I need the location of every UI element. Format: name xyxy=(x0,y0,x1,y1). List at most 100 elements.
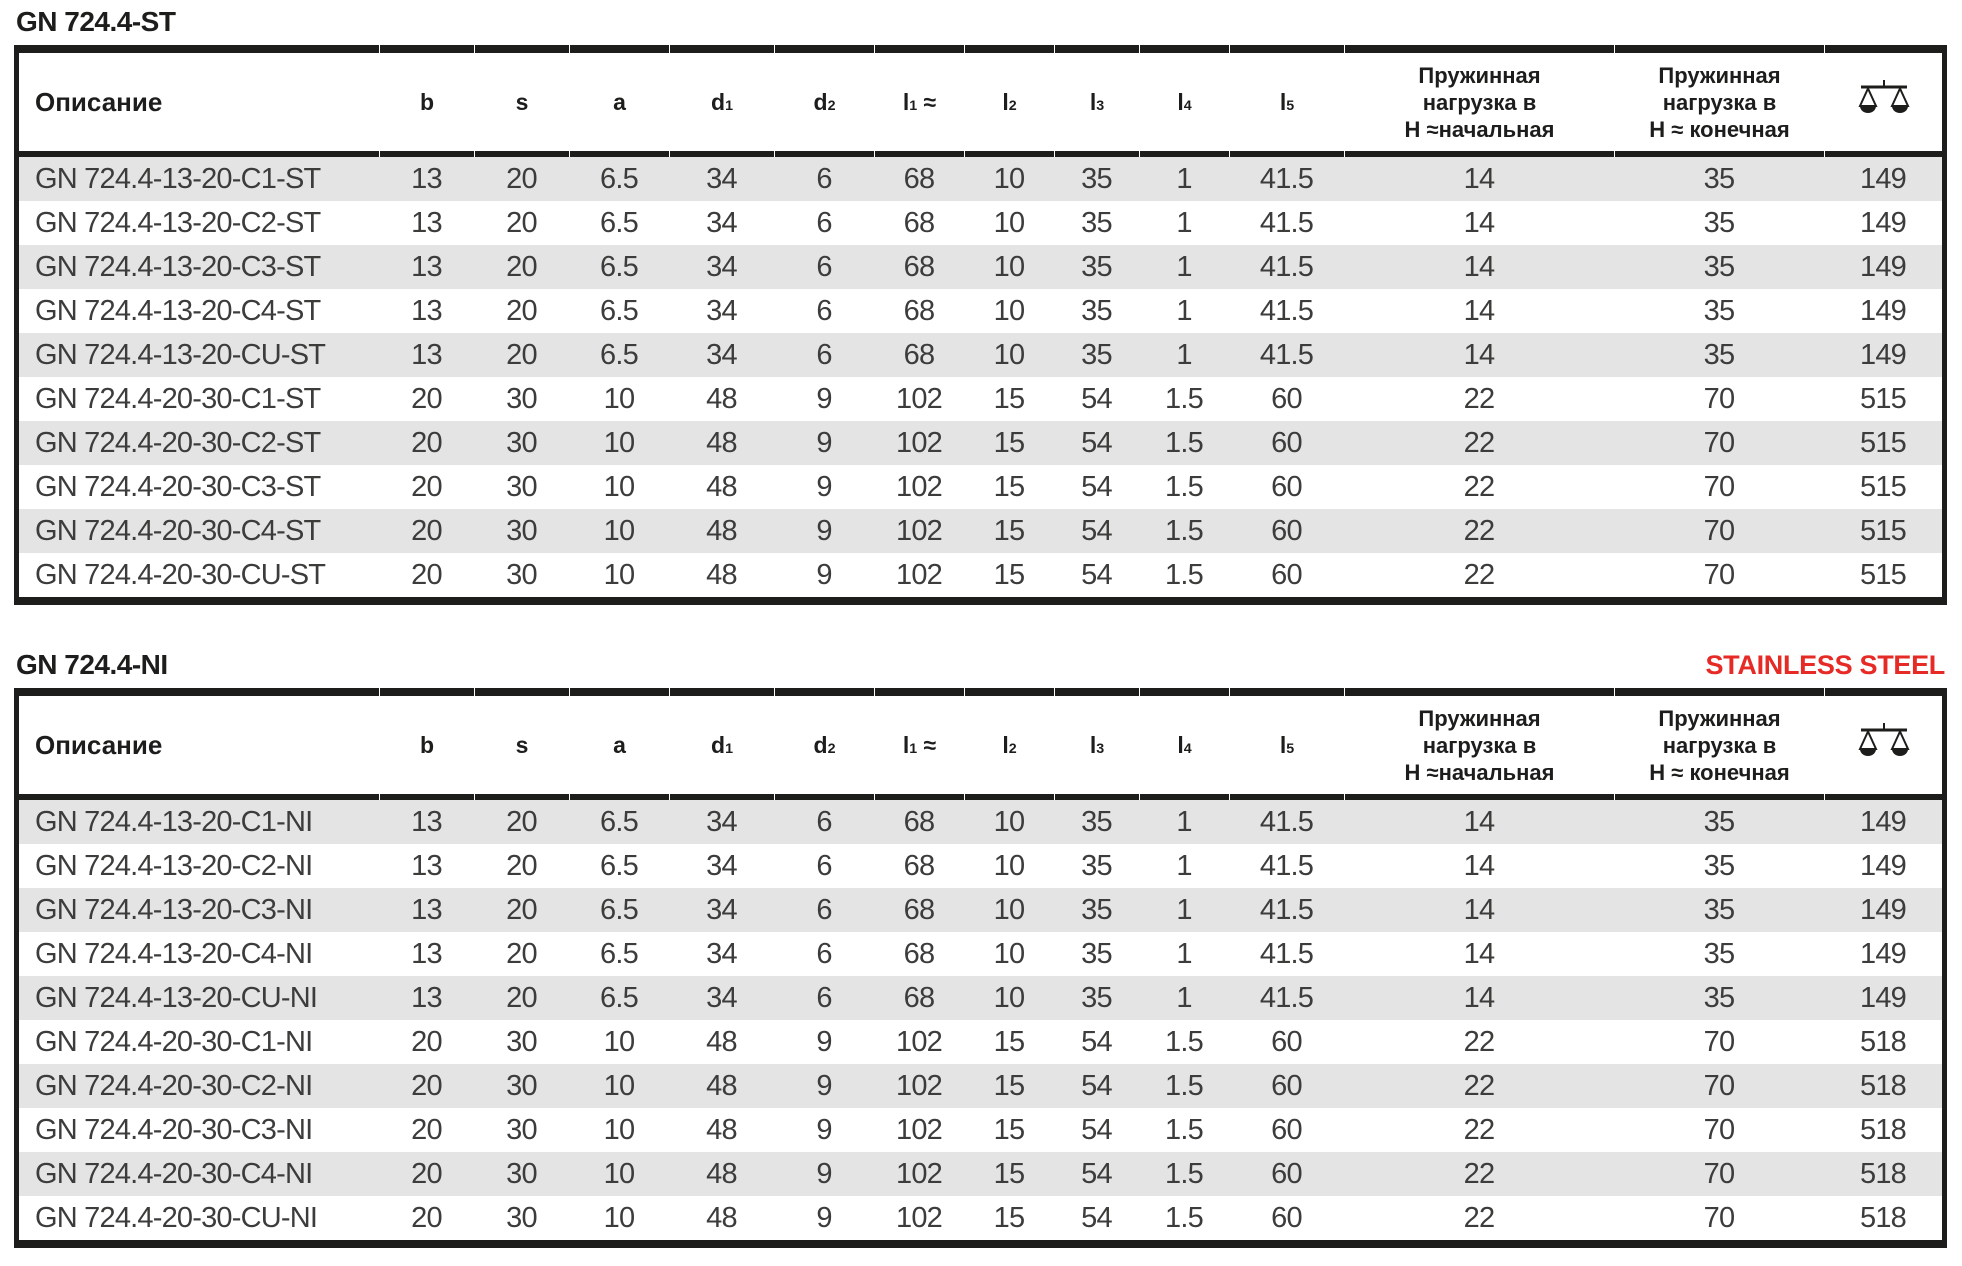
part-number: GN 724.4-13-20-C2-NI xyxy=(19,844,379,888)
value-cell: 1.5 xyxy=(1139,553,1229,605)
value-cell: 34 xyxy=(669,157,774,201)
value-cell: 68 xyxy=(874,932,964,976)
page-title-st: GN 724.4-ST xyxy=(16,6,176,37)
value-cell: 13 xyxy=(379,800,474,844)
value-cell: 30 xyxy=(474,1196,569,1248)
table-row: GN 724.4-20-30-C1-ST 20 30 10 48 9 102 15 54 1.5 6… xyxy=(19,377,1942,421)
value-cell: 518 xyxy=(1824,1152,1942,1196)
value-cell: 70 xyxy=(1614,465,1824,509)
spec-table-ni: Описание b s a d1 d2 l1 ≈ l2 l3 l4 l5 Пружинная нагр… xyxy=(14,688,1947,1248)
value-cell: 9 xyxy=(774,377,874,421)
table-row: GN 724.4-13-20-C3-NI 13 20 6.5 34 6 68 10 35 1 41.… xyxy=(19,888,1942,932)
value-cell: 149 xyxy=(1824,333,1942,377)
value-cell: 1.5 xyxy=(1139,377,1229,421)
value-cell: 15 xyxy=(964,1064,1054,1108)
value-cell: 41.5 xyxy=(1229,245,1344,289)
value-cell: 1.5 xyxy=(1139,465,1229,509)
value-cell: 20 xyxy=(474,888,569,932)
value-cell: 34 xyxy=(669,844,774,888)
col-header-d2: d2 xyxy=(774,688,874,800)
title-row-ni: GN 724.4-NI STAINLESS STEEL xyxy=(16,649,1945,681)
col-header-b: b xyxy=(379,45,474,157)
col-header-l5: l5 xyxy=(1229,45,1344,157)
value-cell: 41.5 xyxy=(1229,157,1344,201)
col-header-l2: l2 xyxy=(964,45,1054,157)
value-cell: 102 xyxy=(874,421,964,465)
part-number: GN 724.4-20-30-C3-ST xyxy=(19,465,379,509)
value-cell: 14 xyxy=(1344,800,1614,844)
value-cell: 20 xyxy=(379,465,474,509)
value-cell: 60 xyxy=(1229,509,1344,553)
table-row: GN 724.4-13-20-C1-ST 13 20 6.5 34 6 68 10 35 1 41.… xyxy=(19,157,1942,201)
value-cell: 6.5 xyxy=(569,976,669,1020)
value-cell: 102 xyxy=(874,1196,964,1248)
value-cell: 9 xyxy=(774,1020,874,1064)
part-number: GN 724.4-20-30-C1-ST xyxy=(19,377,379,421)
value-cell: 60 xyxy=(1229,1108,1344,1152)
value-cell: 70 xyxy=(1614,1108,1824,1152)
value-cell: 35 xyxy=(1614,888,1824,932)
value-cell: 35 xyxy=(1054,333,1139,377)
value-cell: 35 xyxy=(1054,201,1139,245)
value-cell: 102 xyxy=(874,1108,964,1152)
value-cell: 102 xyxy=(874,1020,964,1064)
table-row: GN 724.4-13-20-C1-NI 13 20 6.5 34 6 68 10 35 1 41.… xyxy=(19,800,1942,844)
value-cell: 10 xyxy=(569,1152,669,1196)
value-cell: 1 xyxy=(1139,289,1229,333)
value-cell: 13 xyxy=(379,201,474,245)
value-cell: 6 xyxy=(774,844,874,888)
value-cell: 9 xyxy=(774,465,874,509)
value-cell: 14 xyxy=(1344,201,1614,245)
col-header-l4: l4 xyxy=(1139,45,1229,157)
value-cell: 41.5 xyxy=(1229,932,1344,976)
value-cell: 15 xyxy=(964,1108,1054,1152)
value-cell: 13 xyxy=(379,157,474,201)
scale-icon xyxy=(1857,723,1910,756)
value-cell: 14 xyxy=(1344,289,1614,333)
value-cell: 9 xyxy=(774,509,874,553)
part-number: GN 724.4-20-30-C4-NI xyxy=(19,1152,379,1196)
value-cell: 102 xyxy=(874,465,964,509)
value-cell: 35 xyxy=(1614,201,1824,245)
value-cell: 35 xyxy=(1054,888,1139,932)
value-cell: 10 xyxy=(964,800,1054,844)
value-cell: 35 xyxy=(1614,333,1824,377)
value-cell: 1 xyxy=(1139,201,1229,245)
table-row: GN 724.4-20-30-C4-ST 20 30 10 48 9 102 15 54 1.5 6… xyxy=(19,509,1942,553)
value-cell: 22 xyxy=(1344,421,1614,465)
value-cell: 1 xyxy=(1139,245,1229,289)
value-cell: 54 xyxy=(1054,421,1139,465)
value-cell: 6.5 xyxy=(569,201,669,245)
value-cell: 515 xyxy=(1824,509,1942,553)
value-cell: 10 xyxy=(964,201,1054,245)
part-number: GN 724.4-20-30-C3-NI xyxy=(19,1108,379,1152)
value-cell: 35 xyxy=(1614,157,1824,201)
value-cell: 9 xyxy=(774,1196,874,1248)
part-number: GN 724.4-20-30-C1-NI xyxy=(19,1020,379,1064)
value-cell: 20 xyxy=(379,377,474,421)
value-cell: 20 xyxy=(474,976,569,1020)
value-cell: 1.5 xyxy=(1139,1064,1229,1108)
value-cell: 34 xyxy=(669,800,774,844)
value-cell: 20 xyxy=(474,800,569,844)
value-cell: 22 xyxy=(1344,1020,1614,1064)
table-section-gn724-st: GN 724.4-ST Описание b s a d1 d2 l1 ≈ l2 l3 l4 l5 П… xyxy=(14,6,1947,605)
value-cell: 6.5 xyxy=(569,800,669,844)
value-cell: 70 xyxy=(1614,377,1824,421)
value-cell: 54 xyxy=(1054,509,1139,553)
value-cell: 20 xyxy=(379,1152,474,1196)
value-cell: 34 xyxy=(669,932,774,976)
part-number: GN 724.4-13-20-C3-NI xyxy=(19,888,379,932)
value-cell: 60 xyxy=(1229,1152,1344,1196)
table-row: GN 724.4-20-30-C2-ST 20 30 10 48 9 102 15 54 1.5 6… xyxy=(19,421,1942,465)
spec-table-st: Описание b s a d1 d2 l1 ≈ l2 l3 l4 l5 Пружинная нагр… xyxy=(14,45,1947,605)
value-cell: 70 xyxy=(1614,1064,1824,1108)
value-cell: 22 xyxy=(1344,509,1614,553)
value-cell: 41.5 xyxy=(1229,201,1344,245)
value-cell: 1.5 xyxy=(1139,1196,1229,1248)
value-cell: 15 xyxy=(964,1020,1054,1064)
table-row: GN 724.4-13-20-C2-ST 13 20 6.5 34 6 68 10 35 1 41.… xyxy=(19,201,1942,245)
value-cell: 35 xyxy=(1614,245,1824,289)
